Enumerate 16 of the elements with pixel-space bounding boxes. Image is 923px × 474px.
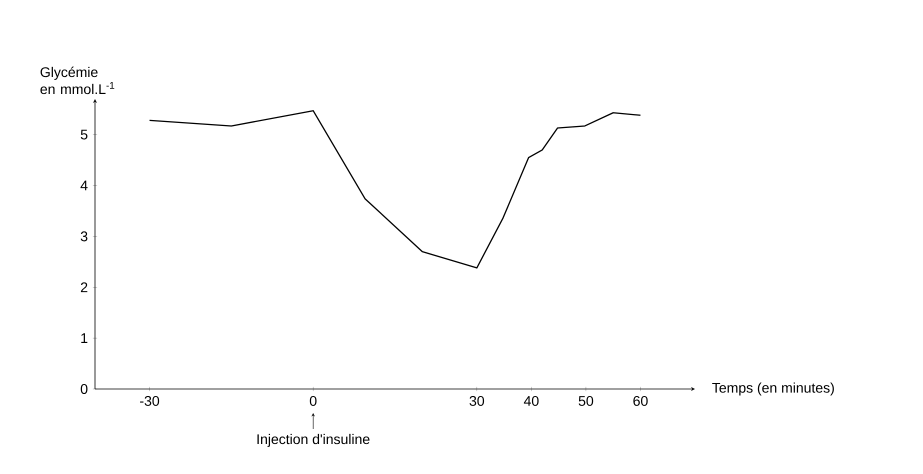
y-tick-label: 2 [80,282,88,292]
y-tick-label: 5 [80,130,88,140]
x-tick-label: -30 [140,396,160,406]
y-tick-label: 3 [80,231,88,242]
text: Injection d'insuline [257,434,370,447]
x-tick-label: 50 [578,396,594,406]
x-tick-label: 60 [633,396,648,406]
x-axis-title: Temps (en minutes) [712,382,834,396]
y-tick-label: 4 [80,180,88,190]
x-tick-label: 30 [470,396,484,406]
y-axis-title: Glycémie en mmol.L$^{-1}$ [40,66,114,94]
line-series [148,110,642,269]
x-tick-label: 40 [524,396,539,406]
y-tick-label: 0 [80,384,88,394]
x-tick-label: 0 [310,396,317,406]
y-tick-label: 1 [81,333,88,343]
